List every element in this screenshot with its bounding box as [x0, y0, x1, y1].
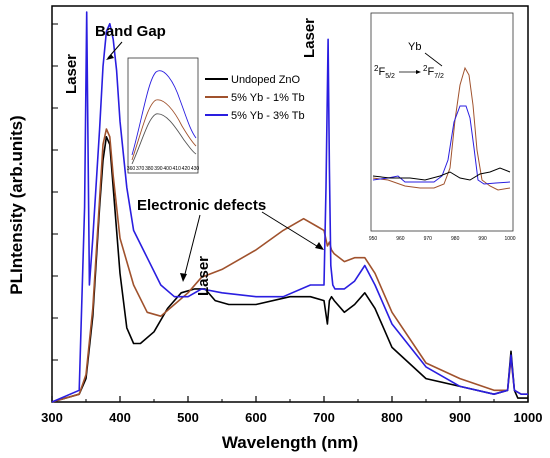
x-tick-label: 500: [177, 410, 199, 425]
annotation-electronic-defects: Electronic defects: [137, 197, 266, 214]
x-tick-label: 700: [313, 410, 335, 425]
annotation-laser-low: Laser: [195, 256, 212, 296]
inset-tick-label: 990: [478, 236, 487, 242]
arrow-band-gap-head: [106, 54, 114, 60]
arrow-defects-right-head: [315, 242, 324, 250]
legend-label-3tb: 5% Yb - 3% Tb: [231, 110, 305, 122]
inset-right: Yb 2F5/2 2F7/2 950 960 970 980 990 1000: [369, 12, 516, 242]
annotation-band-gap: Band Gap: [95, 23, 166, 40]
legend-label-1tb: 5% Yb - 1% Tb: [231, 92, 305, 104]
legend-label-undoped: Undoped ZnO: [231, 74, 301, 86]
inset-left-curve-blue: [131, 70, 197, 156]
inset-right-frame: [370, 12, 514, 232]
inset-tick-label: 1000: [504, 236, 515, 242]
series-line-1: [51, 128, 528, 403]
inset-right-curve-blue: [372, 105, 511, 185]
annotation-laser-mid: Laser: [301, 18, 318, 58]
inset-right-level-labels: 2F5/2 2F7/2: [374, 64, 444, 80]
annotation-laser-left: Laser: [63, 54, 80, 94]
inset-right-label-yb: Yb: [408, 41, 421, 53]
inset-tick-label: 960: [396, 236, 405, 242]
inset-tick-label: 430: [191, 166, 200, 172]
inset-tick-label: 380: [145, 166, 154, 172]
inset-tick-label: 980: [451, 236, 460, 242]
inset-left-curve-brown: [131, 99, 197, 161]
x-tick-label: 300: [41, 410, 63, 425]
inset-tick-label: 420: [182, 166, 191, 172]
x-tick-label: 900: [449, 410, 471, 425]
inset-left-ticks: 360 370 380 390 400 410 420 430: [127, 166, 200, 172]
x-tick-label: 800: [381, 410, 403, 425]
inset-tick-label: 400: [163, 166, 172, 172]
inset-right-curve-black: [372, 167, 511, 181]
inset-left-curve-black: [131, 113, 197, 165]
x-tick-label: 600: [245, 410, 267, 425]
x-tick-label: 400: [109, 410, 131, 425]
inset-tick-label: 360: [127, 166, 136, 172]
inset-right-yb-arrow: [424, 52, 443, 67]
inset-tick-label: 410: [173, 166, 182, 172]
arrow-defects-left: [183, 214, 201, 279]
inset-right-transition-arrowhead: [416, 70, 421, 74]
inset-right-label-f52: 2F5/2: [374, 64, 395, 80]
arrow-defects-right: [261, 211, 321, 249]
inset-right-ticks: 950 960 970 980 990 1000: [369, 236, 516, 242]
series-line-2: [51, 11, 528, 403]
inset-right-curve-brown: [372, 66, 511, 191]
x-tick-label: 1000: [514, 410, 543, 425]
legend: Undoped ZnO 5% Yb - 1% Tb 5% Yb - 3% Tb: [205, 74, 305, 122]
arrow-defects-left-head: [180, 273, 187, 282]
inset-left: 360 370 380 390 400 410 420 430: [127, 57, 200, 174]
inset-tick-label: 370: [136, 166, 145, 172]
series-layer: [51, 11, 528, 403]
inset-right-label-f72: 2F7/2: [423, 64, 444, 80]
inset-tick-label: 950: [369, 236, 378, 242]
inset-tick-label: 970: [424, 236, 433, 242]
x-axis-ticks: 300 400 500 600 700 800 900 1000: [41, 23, 543, 425]
x-axis-title: Wavelength (nm): [222, 433, 358, 452]
inset-tick-label: 390: [154, 166, 163, 172]
y-axis-title: PLIntensity (arb.units): [7, 115, 26, 294]
